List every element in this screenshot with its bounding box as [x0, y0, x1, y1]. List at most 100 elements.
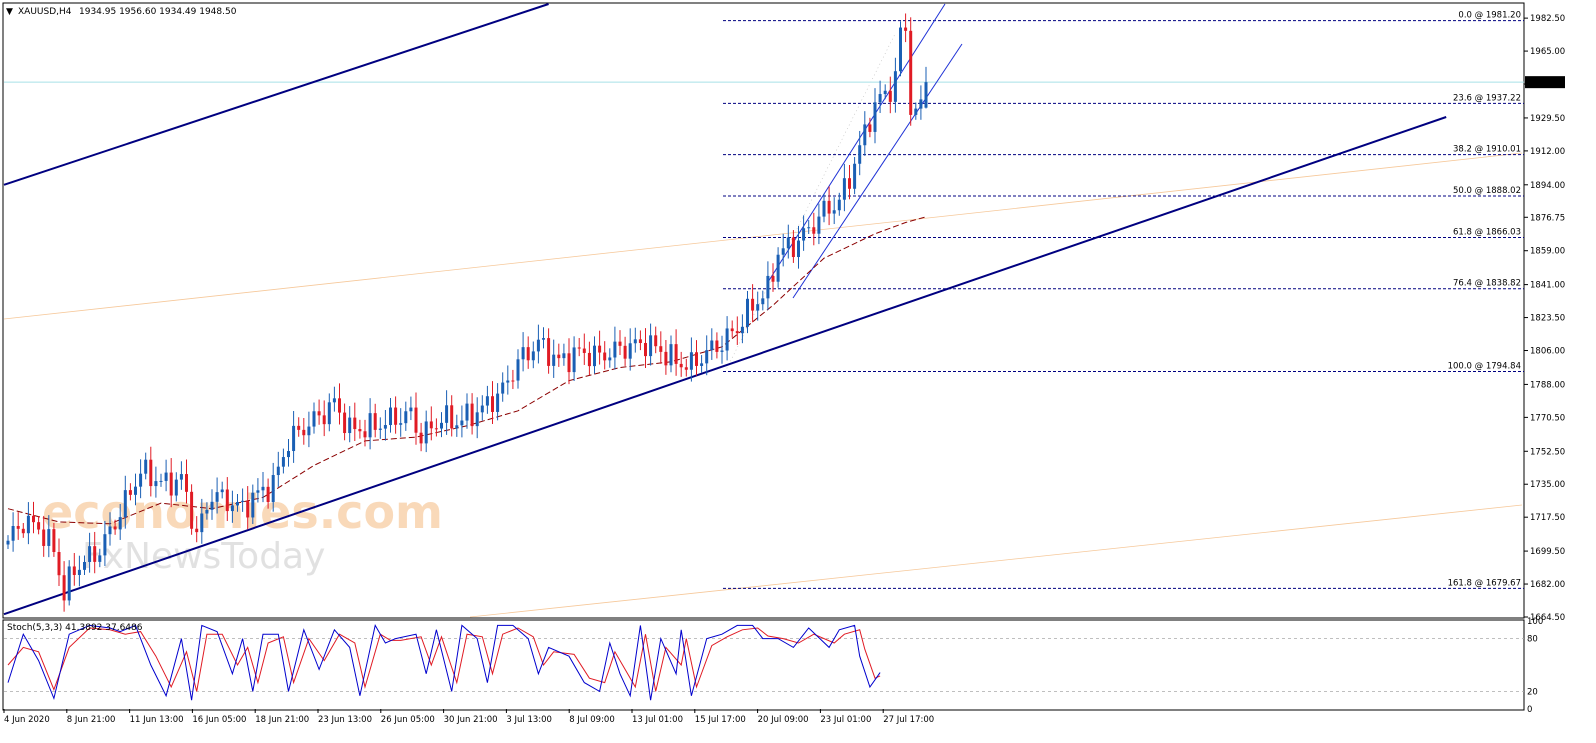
stoch-tick-label: 20 [1527, 687, 1538, 697]
price-tick-label: 1965.00 [1530, 47, 1565, 57]
candle-body [409, 407, 413, 412]
candle-body [888, 90, 892, 102]
candles [6, 13, 928, 612]
candle-body [11, 526, 15, 541]
candle-body [83, 561, 86, 570]
candle-body [899, 27, 902, 72]
candle-body [582, 348, 586, 353]
dropdown-triangle-icon[interactable]: ▼ [6, 7, 13, 17]
current-price-tag [1525, 76, 1565, 89]
candle-body [389, 407, 392, 426]
candle-body [470, 403, 474, 427]
candle-body [710, 340, 714, 351]
candle-body [735, 331, 739, 334]
stoch-main-line [7, 624, 881, 701]
fib-level-label: 100.0 @ 1794.84 [1448, 362, 1521, 372]
candle-body [919, 99, 923, 109]
candle-body [256, 490, 260, 493]
time-tick-label: 15 Jul 17:00 [695, 715, 746, 725]
candle-body [47, 529, 51, 546]
candle-body [730, 328, 734, 332]
price-tick-label: 1841.00 [1530, 281, 1565, 291]
candle-body [57, 551, 61, 576]
stoch-tick-label: 80 [1527, 635, 1538, 645]
candle-body [491, 396, 494, 412]
candle-body [562, 353, 566, 359]
candle-body [21, 528, 25, 534]
candle-body [419, 432, 423, 444]
fib-level-label: 76.4 @ 1838.82 [1453, 279, 1521, 289]
fibonacci-levels: 0.0 @ 1981.20 23.6 @ 1937.22 38.2 @ 1910.0… [723, 11, 1524, 589]
candle-body [322, 415, 326, 425]
fib-level-label: 61.8 @ 1866.03 [1453, 227, 1521, 237]
candle-body [93, 546, 97, 562]
candle-body [863, 124, 867, 146]
time-tick-label: 18 Jun 21:00 [255, 715, 309, 725]
time-tick-label: 23 Jul 01:00 [820, 715, 871, 725]
price-tick-label: 1752.50 [1530, 447, 1565, 457]
price-tick-label: 1876.75 [1530, 213, 1565, 223]
price-tick-label: 1894.00 [1530, 181, 1565, 191]
candle-body [307, 426, 311, 436]
time-axis: 4 Jun 2020 8 Jun 21:00 11 Jun 13:00 16 Jun … [3, 709, 934, 725]
candle-body [832, 210, 836, 214]
candle-body [633, 339, 637, 344]
price-channel [767, 3, 963, 299]
candle-body [220, 489, 224, 493]
candle-body [16, 526, 20, 529]
candle-body [424, 421, 428, 444]
candle-body [684, 367, 688, 370]
candle-body [236, 502, 239, 506]
candle-body [200, 513, 204, 533]
candle-body [598, 345, 602, 353]
candle-body [664, 351, 668, 366]
candle-body [603, 352, 607, 361]
fib-level-label: 50.0 @ 1888.02 [1453, 186, 1521, 196]
time-tick-label: 20 Jul 09:00 [758, 715, 809, 725]
stoch-tick-label: 100 [1527, 617, 1543, 627]
candle-body [659, 346, 663, 352]
candle-body [802, 228, 806, 241]
candle-body [149, 459, 153, 487]
candle-body [740, 326, 744, 334]
candle-body [118, 517, 122, 530]
candle-body [144, 459, 148, 474]
faint-guide-lower [469, 504, 1523, 618]
candle-body [807, 227, 811, 229]
candle-body [139, 473, 143, 487]
candle-body [531, 351, 535, 361]
candle-body [848, 178, 851, 189]
candle-body [654, 335, 658, 347]
candle-body [363, 431, 367, 438]
faint-guide-upper [3, 152, 1523, 320]
candle-body [246, 500, 250, 518]
faint-guides [3, 33, 1523, 618]
candle-body [904, 27, 908, 31]
candle-body [797, 240, 800, 258]
price-tick-label: 1806.00 [1530, 347, 1565, 357]
candle-body [174, 479, 178, 496]
candle-body [842, 178, 846, 200]
candle-body [771, 275, 775, 282]
candle-body [480, 405, 484, 413]
candle-body [434, 428, 438, 430]
candle-body [429, 421, 433, 429]
candle-body [649, 335, 653, 357]
candle-body [373, 413, 377, 430]
candle-body [6, 540, 10, 545]
candle-body [67, 566, 71, 601]
candle-body [261, 486, 265, 491]
fib-level-label: 161.8 @ 1679.67 [1448, 578, 1521, 588]
time-tick-label: 8 Jul 09:00 [569, 715, 615, 725]
candle-body [577, 347, 581, 349]
candle-body [766, 275, 770, 299]
candle-body [485, 396, 489, 406]
candle-body [108, 526, 112, 535]
candle-body [164, 472, 168, 481]
candle-body [516, 359, 520, 381]
candle-body [185, 474, 188, 492]
candle-body [292, 425, 296, 452]
fib-level-label: 0.0 @ 1981.20 [1458, 11, 1521, 21]
price-tick-label: 1859.00 [1530, 247, 1565, 257]
